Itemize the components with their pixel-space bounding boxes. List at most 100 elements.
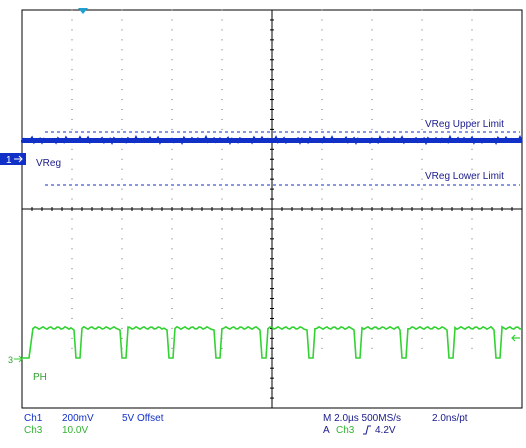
grid-dot: [221, 79, 223, 81]
grid-dot: [421, 288, 423, 290]
grid-dot: [471, 158, 473, 160]
grid-dot: [121, 128, 123, 130]
grid-dot: [471, 188, 473, 190]
grid-dot: [421, 39, 423, 41]
grid-dot: [371, 158, 373, 160]
grid-dot: [221, 59, 223, 61]
grid-dot: [321, 109, 323, 110]
grid-dot: [421, 178, 423, 180]
grid-dot: [171, 178, 173, 180]
grid-dot: [221, 39, 223, 41]
grid-dot: [71, 178, 73, 180]
grid-dot: [71, 158, 73, 160]
grid-dot: [171, 69, 173, 71]
grid-dot: [171, 118, 173, 120]
grid-dot: [121, 258, 123, 260]
grid-dot: [471, 99, 473, 101]
grid-dot: [471, 258, 473, 260]
grid-dot: [71, 79, 73, 81]
grid-dot: [421, 79, 423, 81]
ch3-marker-number[interactable]: 3: [8, 355, 13, 365]
grid-dot: [371, 278, 373, 280]
grid-dot: [221, 109, 223, 110]
grid-dot: [221, 268, 223, 270]
grid-dot: [71, 59, 73, 61]
grid-dot: [221, 228, 223, 230]
grid-dot: [121, 168, 123, 170]
grid-dot: [121, 109, 123, 110]
grid-dot: [471, 178, 473, 180]
grid-dot: [321, 148, 323, 150]
grid-dot: [71, 258, 73, 260]
grid-dot: [321, 19, 323, 21]
grid-dot: [421, 148, 423, 150]
grid-dot: [371, 39, 373, 41]
grid-dot: [321, 308, 323, 309]
grid-dot: [421, 158, 423, 160]
grid-dot: [421, 9, 423, 11]
grid-dot: [371, 248, 373, 250]
ch1-marker-arrow-icon: [14, 155, 23, 163]
grid-dot: [171, 198, 173, 200]
grid-dot: [321, 198, 323, 200]
grid-dot: [421, 99, 423, 101]
grid-dot: [471, 218, 473, 220]
grid-dot: [471, 317, 473, 319]
grid-dot: [171, 109, 173, 110]
grid-dot: [71, 128, 73, 130]
grid-dot: [371, 49, 373, 51]
grid-dot: [221, 118, 223, 120]
grid-dot: [421, 298, 423, 300]
grid-dot: [121, 327, 123, 329]
grid-dot: [221, 238, 223, 240]
grid-dot: [421, 337, 423, 339]
grid-dot: [421, 49, 423, 51]
grid-dot: [371, 308, 373, 309]
grid-dot: [421, 228, 423, 230]
grid-dot: [171, 148, 173, 150]
grid-dot: [421, 109, 423, 110]
grid-dot: [321, 228, 323, 230]
grid-dot: [371, 298, 373, 300]
grid-dot: [421, 128, 423, 130]
grid-dot: [471, 347, 473, 349]
grid-dot: [221, 308, 223, 309]
grid-dot: [71, 288, 73, 290]
grid-dot: [121, 288, 123, 290]
grid-dot: [321, 89, 323, 91]
grid-dot: [71, 49, 73, 51]
grid-dot: [121, 148, 123, 150]
grid-dot: [371, 118, 373, 120]
grid-dot: [71, 218, 73, 220]
grid-dot: [71, 188, 73, 190]
grid-dot: [471, 9, 473, 11]
trigger-position-icon: [78, 8, 88, 14]
grid-dot: [421, 278, 423, 280]
grid-dot: [171, 298, 173, 300]
grid-dot: [371, 148, 373, 150]
grid-dot: [171, 288, 173, 290]
grid-dot: [371, 238, 373, 240]
grid-dot: [71, 248, 73, 250]
trigger-source: Ch3: [336, 425, 355, 436]
grid-dot: [221, 258, 223, 260]
grid-dot: [121, 39, 123, 41]
grid-dot: [371, 347, 373, 349]
grid-dot: [421, 168, 423, 170]
ch1-marker-number: 1: [6, 155, 12, 166]
grid-dot: [471, 168, 473, 170]
grid-dot: [321, 39, 323, 41]
grid-dot: [221, 317, 223, 319]
ch3-marker-arrow-icon: [14, 355, 23, 363]
grid-dot: [321, 128, 323, 130]
grid-dot: [321, 79, 323, 81]
grid-dot: [71, 298, 73, 300]
grid-dot: [421, 268, 423, 270]
grid-dot: [471, 109, 473, 110]
grid-dot: [221, 188, 223, 190]
grid-dot: [171, 278, 173, 280]
grid-dot: [371, 168, 373, 170]
grid-dot: [471, 69, 473, 71]
grid-dot: [71, 29, 73, 31]
